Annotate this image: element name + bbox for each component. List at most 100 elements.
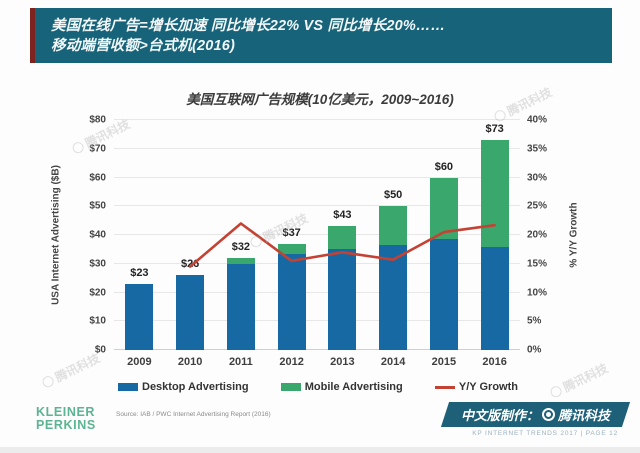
- desktop-swatch-icon: [118, 383, 138, 391]
- bar-stack-2016: [480, 140, 509, 350]
- left-tick-label: $60: [89, 172, 106, 183]
- desktop-segment-2011: [226, 263, 255, 350]
- legend-item-desktop: Desktop Advertising: [118, 381, 249, 393]
- header-line-1: 美国在线广告=增长加速 同比增长22% VS 同比增长20%……: [51, 17, 446, 34]
- right-axis-title: % Y/Y Growth: [568, 202, 580, 268]
- bar-slot-2016: $73: [469, 120, 520, 350]
- growth-polyline: [188, 222, 496, 268]
- x-label-2014: 2014: [380, 356, 406, 368]
- bar-value-label-2013: $43: [333, 209, 352, 222]
- bottom-strip: [0, 447, 640, 453]
- bar-slot-2014: $50: [368, 120, 419, 350]
- bar-stack-2015: [429, 177, 458, 350]
- desktop-segment-2012: [277, 253, 306, 350]
- gridline: [114, 147, 520, 149]
- bar-stack-2011: [226, 258, 255, 350]
- legend-item-growth: Y/Y Growth: [434, 381, 518, 393]
- right-tick-label: 5%: [527, 315, 542, 327]
- legend-label-growth: Y/Y Growth: [458, 381, 518, 393]
- gridline: [114, 349, 520, 350]
- bar-value-label-2012: $37: [282, 226, 301, 239]
- bar-slot-2012: $37: [266, 120, 317, 350]
- gridline: [114, 205, 520, 207]
- right-tick-label: 30%: [527, 172, 548, 183]
- bar-stack-2014: [379, 206, 408, 350]
- bar-stack-2012: [277, 243, 306, 350]
- badge-brand: 腾讯科技: [557, 408, 610, 423]
- gridline: [114, 176, 520, 178]
- left-axis-ticks: $0 $10 $20 $30 $40 $50 $60 $70 $80: [68, 115, 106, 356]
- badge-prefix: 中文版制作：: [460, 408, 539, 423]
- bar-value-label-2014: $50: [383, 189, 403, 202]
- left-tick-label: $10: [89, 315, 106, 327]
- bar-stack-2013: [328, 226, 357, 350]
- mobile-segment-2012: [277, 243, 306, 254]
- right-axis-ticks: 0% 5% 10% 15% 20% 25% 30% 35% 40%: [527, 115, 565, 356]
- desktop-segment-2009: [125, 283, 154, 350]
- x-label-2011: 2011: [228, 356, 253, 368]
- chart-title: 美国互联网广告规模(10亿美元，2009~2016): [186, 92, 454, 107]
- growth-line: [188, 222, 496, 268]
- right-tick-label: 25%: [527, 200, 548, 212]
- gridlines: [114, 119, 520, 350]
- watermark: 腾讯科技: [547, 359, 610, 401]
- left-tick-label: $30: [89, 258, 106, 270]
- left-tick-label: $50: [89, 200, 106, 212]
- right-tick-label: 15%: [527, 258, 548, 270]
- legend-label-desktop: Desktop Advertising: [142, 381, 249, 393]
- bar-value-label-2009: $23: [130, 266, 149, 279]
- right-tick-label: 0%: [527, 344, 542, 356]
- mobile-segment-2016: [480, 140, 509, 247]
- x-label-2013: 2013: [330, 356, 355, 368]
- bar-stack-2010: [176, 275, 205, 350]
- bar-value-label-2011: $32: [231, 241, 251, 253]
- gridline: [114, 291, 520, 293]
- watermark-logo-icon: [40, 374, 56, 390]
- bar-value-label-2016: $73: [485, 123, 504, 136]
- desktop-segment-2010: [176, 275, 205, 350]
- tencent-badge: 中文版制作： 腾讯科技: [440, 402, 631, 427]
- tencent-logo-icon: [541, 408, 555, 421]
- legend-label-mobile: Mobile Advertising: [304, 381, 403, 393]
- left-tick-label: $70: [89, 143, 106, 155]
- desktop-segment-2016: [480, 246, 509, 350]
- left-axis-title: USA Internet Advertising ($B): [50, 165, 62, 305]
- mobile-segment-2011: [226, 258, 255, 264]
- bar-slot-2015: $60: [419, 120, 470, 350]
- page-info: KP INTERNET TRENDS 2017 | PAGE 12: [472, 430, 618, 437]
- left-tick-label: $20: [89, 287, 106, 298]
- gridline: [114, 262, 520, 264]
- mobile-segment-2014: [379, 206, 408, 246]
- gridline: [114, 320, 520, 322]
- source-note: Source: IAB / PWC Internet Advertising R…: [116, 411, 271, 418]
- legend-item-mobile: Mobile Advertising: [280, 381, 403, 393]
- bar-slot-2011: $32: [216, 120, 267, 350]
- x-axis-labels: 2009 2010 2011 2012 2013 2014 2015 2016: [114, 356, 520, 368]
- header-banner: 美国在线广告=增长加速 同比增长22% VS 同比增长20%…… 移动端营收额>…: [30, 8, 612, 63]
- kp-logo-line1: KLEINER: [36, 405, 96, 419]
- bar-slot-2010: $26: [165, 120, 216, 350]
- left-tick-label: $80: [89, 114, 106, 126]
- legend: Desktop Advertising Mobile Advertising Y…: [118, 381, 518, 393]
- bar-stack-2009: [125, 283, 154, 350]
- bar-value-label-2015: $60: [434, 160, 454, 173]
- desktop-segment-2013: [328, 249, 357, 350]
- growth-line-swatch-icon: [434, 385, 455, 389]
- kleiner-perkins-logo: KLEINER PERKINS: [36, 406, 96, 432]
- plot-area: $23 $26 $32 $37 $43 $50 $60 $73: [114, 119, 520, 350]
- x-label-2010: 2010: [177, 356, 203, 368]
- mobile-segment-2013: [328, 226, 357, 250]
- gridline: [114, 119, 520, 120]
- mobile-segment-2015: [429, 177, 458, 240]
- desktop-segment-2014: [379, 245, 408, 350]
- watermark-text: 腾讯科技: [560, 361, 611, 395]
- right-tick-label: 35%: [527, 143, 548, 155]
- bar-slot-2013: $43: [317, 120, 368, 350]
- x-label-2009: 2009: [127, 356, 152, 368]
- bar-slot-2009: $23: [114, 120, 165, 350]
- bar-series: $23 $26 $32 $37 $43 $50 $60 $73: [114, 120, 520, 350]
- watermark: 腾讯科技: [39, 349, 102, 391]
- gridline: [114, 234, 520, 235]
- watermark-logo-icon: [548, 384, 564, 400]
